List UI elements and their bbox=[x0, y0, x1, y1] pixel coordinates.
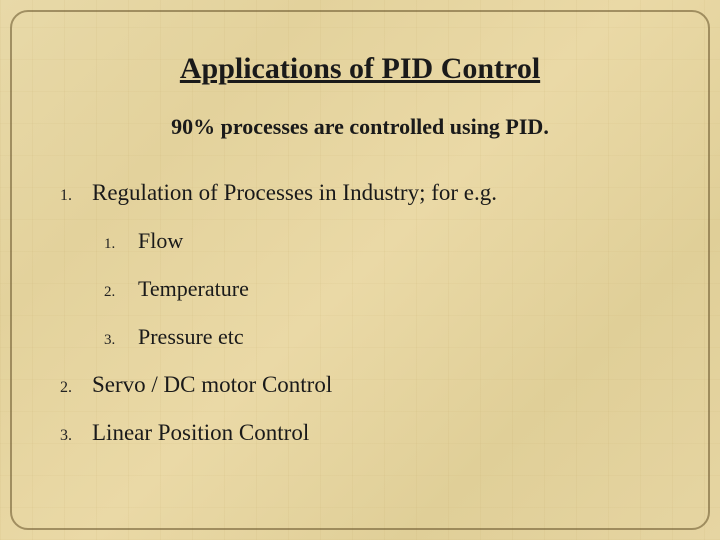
list-text: Temperature bbox=[138, 276, 249, 302]
slide-title: Applications of PID Control bbox=[48, 52, 672, 86]
list-item: 1. Regulation of Processes in Industry; … bbox=[60, 180, 672, 206]
outer-list-cont: 2. Servo / DC motor Control 3. Linear Po… bbox=[48, 372, 672, 446]
slide: Applications of PID Control 90% processe… bbox=[0, 0, 720, 540]
list-item: 2. Servo / DC motor Control bbox=[60, 372, 672, 398]
list-number: 1. bbox=[104, 236, 138, 253]
list-number: 3. bbox=[104, 332, 138, 349]
list-text: Flow bbox=[138, 228, 183, 254]
list-text: Pressure etc bbox=[138, 324, 244, 350]
outer-list: 1. Regulation of Processes in Industry; … bbox=[48, 180, 672, 206]
inner-list: 1. Flow 2. Temperature 3. Pressure etc bbox=[48, 228, 672, 350]
list-number: 1. bbox=[60, 187, 92, 205]
list-item: 2. Temperature bbox=[104, 276, 672, 302]
list-item: 1. Flow bbox=[104, 228, 672, 254]
list-text: Linear Position Control bbox=[92, 420, 309, 446]
list-item: 3. Linear Position Control bbox=[60, 420, 672, 446]
slide-subtitle: 90% processes are controlled using PID. bbox=[48, 114, 672, 140]
list-number: 2. bbox=[60, 379, 92, 397]
list-text: Servo / DC motor Control bbox=[92, 372, 332, 398]
list-number: 2. bbox=[104, 284, 138, 301]
list-text: Regulation of Processes in Industry; for… bbox=[92, 180, 497, 206]
list-number: 3. bbox=[60, 427, 92, 445]
list-item: 3. Pressure etc bbox=[104, 324, 672, 350]
